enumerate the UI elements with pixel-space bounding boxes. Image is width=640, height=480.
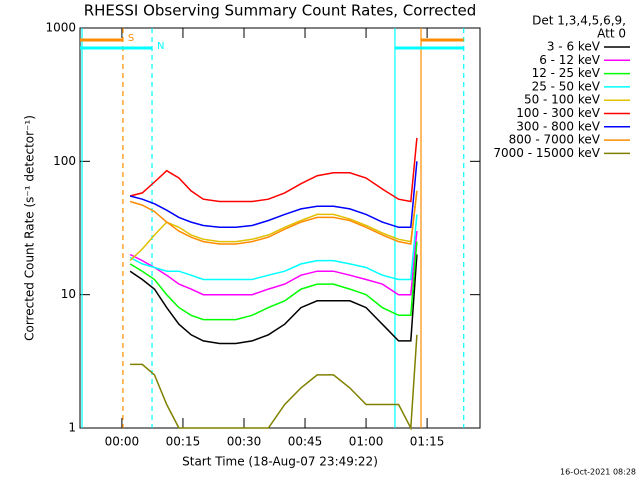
flag-label: N bbox=[157, 41, 164, 52]
legend-label: 800 - 7000 keV bbox=[509, 133, 601, 147]
legend-label: 7000 - 15000 keV bbox=[493, 146, 600, 160]
series-line bbox=[129, 190, 418, 262]
legend-label: 300 - 800 keV bbox=[516, 119, 600, 133]
x-tick-label: 00:30 bbox=[227, 435, 262, 449]
legend-title: Det 1,3,4,5,6,9, bbox=[532, 14, 626, 28]
series-line bbox=[129, 190, 418, 245]
y-tick-label: 1000 bbox=[45, 21, 76, 35]
chart-title: RHESSI Observing Summary Count Rates, Co… bbox=[84, 2, 477, 20]
y-tick-label: 1 bbox=[68, 421, 76, 435]
legend-label: 12 - 25 keV bbox=[532, 66, 601, 80]
series-line bbox=[129, 214, 418, 281]
y-tick-label: 100 bbox=[53, 154, 76, 168]
footer: 16-Oct-2021 08:28 bbox=[560, 468, 636, 477]
legend-label: 3 - 6 keV bbox=[547, 40, 601, 54]
x-axis-label: Start Time (18-Aug-07 23:49:22) bbox=[182, 455, 378, 469]
x-tick-label: 00:00 bbox=[105, 435, 140, 449]
series-line bbox=[129, 161, 418, 229]
series-line bbox=[129, 241, 418, 321]
y-axis-label: Corrected Count Rate (s⁻¹ detector⁻¹) bbox=[23, 115, 37, 341]
x-tick-label: 01:15 bbox=[410, 435, 445, 449]
legend-label: 25 - 50 keV bbox=[532, 79, 601, 93]
series-line bbox=[129, 231, 418, 296]
plot-frame bbox=[79, 27, 481, 429]
x-tick-label: 01:00 bbox=[349, 435, 384, 449]
series-line bbox=[129, 254, 418, 345]
legend-label: 50 - 100 keV bbox=[524, 93, 601, 107]
legend-label: 100 - 300 keV bbox=[516, 106, 600, 120]
flag-label: S bbox=[128, 33, 134, 44]
series-line bbox=[129, 137, 418, 203]
x-tick-label: 00:15 bbox=[166, 435, 201, 449]
y-tick-label: 10 bbox=[61, 287, 76, 301]
series-line bbox=[130, 334, 418, 431]
legend-title: Att 0 bbox=[597, 27, 626, 41]
legend-label: 6 - 12 keV bbox=[539, 53, 601, 67]
x-tick-label: 00:45 bbox=[288, 435, 323, 449]
